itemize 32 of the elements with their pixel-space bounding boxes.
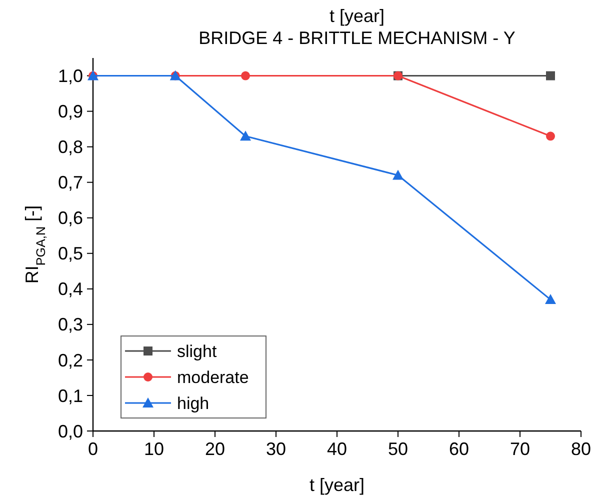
y-tick-label: 1,0 [58,66,83,86]
legend-label: slight [177,342,217,361]
y-tick-label: 0,0 [58,421,83,442]
y-tick-label: 0,9 [58,102,83,122]
x-tick-label: 30 [266,439,286,459]
x-tick-label: 40 [326,439,348,459]
y-tick-label: 0,7 [58,172,83,193]
x-axis-title: t [year] [309,475,365,495]
y-tick-label: 0,1 [58,386,83,406]
x-tick-label: 80 [570,439,592,459]
y-tick-label: 0,4 [58,279,83,300]
point [392,170,404,180]
point [545,294,556,304]
y-tick-label: 0,3 [58,314,83,335]
point [546,71,555,80]
legend-label: high [177,394,210,413]
y-tick-label: 0,5 [58,244,83,264]
chart-title: BRIDGE 4 - BRITTLE MECHANISM - Y [198,28,516,48]
x-tick-label: 10 [144,439,164,459]
point [546,132,555,141]
y-tick-label: 0,8 [58,137,83,158]
legend-label: moderate [177,368,249,387]
x-tick-label: 50 [388,439,408,459]
x-tick-label: 70 [510,439,530,459]
x-tick-label: 60 [448,439,470,459]
y-tick-label: 0,2 [58,350,83,370]
point [241,71,250,80]
text: t [year] [329,6,385,26]
x-tick-label: 20 [204,439,226,459]
y-tick-label: 0,6 [58,208,83,228]
x-tick-label: 0 [88,439,98,459]
point [240,130,251,141]
